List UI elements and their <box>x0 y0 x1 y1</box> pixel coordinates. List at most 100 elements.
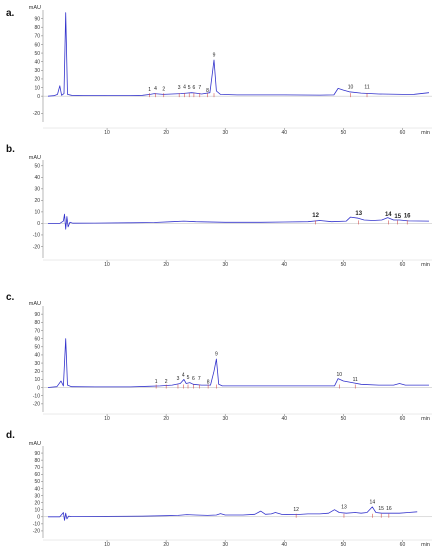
y-tick-label: 70 <box>34 465 40 471</box>
peak-label: 16 <box>386 506 392 512</box>
x-tick-label: 60 <box>400 130 406 136</box>
y-tick-label: 90 <box>34 312 40 318</box>
peak-label: 9 <box>213 52 216 58</box>
y-tick-label: 20 <box>34 77 40 83</box>
x-tick-label: 40 <box>282 130 288 136</box>
peak-label: 14 <box>385 212 392 218</box>
y-tick-label: 10 <box>34 210 40 216</box>
y-tick-label: 0 <box>37 385 40 391</box>
peak-label: 13 <box>355 211 362 217</box>
x-axis-unit: min <box>421 416 430 422</box>
x-tick-label: 20 <box>163 130 169 136</box>
peak-label: 14 <box>370 500 376 506</box>
chromatogram-trace <box>47 338 429 388</box>
y-tick-label: -10 <box>33 393 40 399</box>
y-axis-unit: mAU <box>29 5 41 11</box>
peak-label: 5 <box>188 85 191 91</box>
x-axis-unit: min <box>421 542 430 548</box>
x-tick-label: 50 <box>341 130 347 136</box>
panel-label: d. <box>6 430 15 441</box>
y-axis-unit: mAU <box>29 155 41 161</box>
peak-label: 2 <box>165 379 168 385</box>
chart-panel-3: c. mAU -20 -10 0 10 20 30 40 50 60 70 80 90 10 20 30 40 50… <box>6 292 432 422</box>
peak-label: 9 <box>215 352 218 358</box>
x-axis-unit: min <box>421 130 430 136</box>
chromatogram-trace <box>48 506 418 521</box>
panel-label: a. <box>6 8 15 19</box>
y-tick-label: -10 <box>33 522 40 528</box>
peak-label: 16 <box>404 213 411 219</box>
y-tick-label: 10 <box>34 85 40 91</box>
y-tick-label: 50 <box>34 345 40 351</box>
x-tick-label: 10 <box>104 262 110 268</box>
y-tick-label: 60 <box>34 42 40 48</box>
peak-label: 12 <box>293 507 299 513</box>
peak-label: 1 <box>148 87 151 93</box>
y-axis-unit: mAU <box>29 301 41 307</box>
x-tick-label: 20 <box>163 262 169 268</box>
y-tick-label: 60 <box>34 336 40 342</box>
y-tick-label: 0 <box>37 221 40 227</box>
y-tick-label: 90 <box>34 16 40 22</box>
y-tick-label: 80 <box>34 320 40 326</box>
peak-label: 8 <box>206 88 209 94</box>
x-tick-label: 30 <box>222 262 228 268</box>
chart-panel-2: b. mAU -20 -10 0 10 20 30 40 50 10 20 30 40 50 60 min 12 1… <box>6 144 432 268</box>
y-tick-label: 70 <box>34 34 40 40</box>
chart-panel-1: a. mAU -20 0 10 20 30 40 50 60 70 80 90 10 20 30 40 50 60 m… <box>6 5 432 136</box>
x-axis-unit: min <box>421 262 430 268</box>
y-tick-label: 0 <box>37 515 40 521</box>
peak-label: 1 <box>155 379 158 385</box>
x-tick-label: 10 <box>104 130 110 136</box>
y-tick-label: 80 <box>34 458 40 464</box>
peak-label: 10 <box>348 84 354 90</box>
y-tick-label: -20 <box>33 402 40 408</box>
peak-label: 8 <box>207 379 210 385</box>
y-tick-label: 20 <box>34 198 40 204</box>
y-tick-label: -10 <box>33 233 40 239</box>
peak-label: 7 <box>198 376 201 382</box>
x-tick-label: 30 <box>222 130 228 136</box>
y-tick-label: 70 <box>34 328 40 334</box>
peak-label: 4 <box>183 84 186 90</box>
peak-label: 3 <box>177 376 180 382</box>
y-tick-label: 10 <box>34 377 40 383</box>
chromatogram-trace <box>47 12 430 97</box>
y-tick-label: -20 <box>33 529 40 535</box>
peak-label: 4 <box>154 86 157 92</box>
y-tick-label: 30 <box>34 493 40 499</box>
peak-label: 5 <box>187 375 190 381</box>
y-tick-label: 80 <box>34 25 40 31</box>
peak-label: 15 <box>394 214 401 220</box>
y-tick-label: 50 <box>34 51 40 57</box>
panel-label: b. <box>6 144 15 155</box>
y-tick-label: 30 <box>34 361 40 367</box>
peak-label: 2 <box>162 86 165 92</box>
y-tick-label: -20 <box>33 244 40 250</box>
y-tick-label: 30 <box>34 187 40 193</box>
y-tick-label: 30 <box>34 68 40 74</box>
y-tick-label: 40 <box>34 175 40 181</box>
y-tick-label: 40 <box>34 59 40 65</box>
x-tick-label: 30 <box>222 416 228 422</box>
y-tick-label: 50 <box>34 164 40 170</box>
peak-label: 6 <box>193 85 196 91</box>
y-tick-label: -20 <box>33 111 40 117</box>
y-tick-label: 50 <box>34 479 40 485</box>
peak-label: 4 <box>182 372 185 378</box>
panel-label: c. <box>6 292 15 303</box>
y-tick-label: 40 <box>34 486 40 492</box>
peak-label: 10 <box>336 372 342 378</box>
peak-label: 3 <box>178 85 181 91</box>
peak-label: 11 <box>364 85 369 91</box>
peak-label: 13 <box>341 505 347 511</box>
x-tick-label: 30 <box>222 542 228 548</box>
x-tick-label: 50 <box>341 542 347 548</box>
peak-label: 7 <box>198 85 201 91</box>
y-tick-label: 10 <box>34 507 40 513</box>
chromatogram-trace <box>48 213 430 230</box>
y-tick-label: 0 <box>37 94 40 100</box>
x-tick-label: 20 <box>163 416 169 422</box>
y-tick-label: 60 <box>34 472 40 478</box>
peak-label: 12 <box>312 213 319 219</box>
